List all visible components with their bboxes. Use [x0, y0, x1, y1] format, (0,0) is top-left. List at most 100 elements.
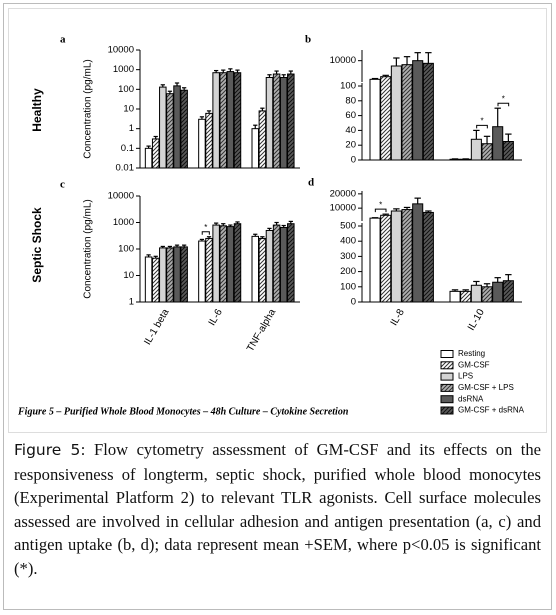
y-tick-label: 10000: [108, 45, 134, 56]
bar: [151, 138, 160, 169]
bar: [258, 237, 267, 303]
significance-mark: *: [502, 94, 505, 103]
bar: [159, 86, 167, 169]
y-tick-label: 500: [340, 221, 356, 232]
y-tick-label: 20000: [330, 188, 356, 199]
bar: [212, 224, 220, 303]
bar: [470, 284, 482, 303]
legend-swatch: [440, 350, 454, 358]
bar: [401, 209, 413, 303]
bar: [369, 217, 381, 303]
y-tick-label: 1: [129, 123, 134, 134]
bar: [380, 214, 392, 303]
legend-label: Resting: [458, 349, 485, 358]
bar: [422, 62, 434, 161]
row-label: Septic Shock: [30, 207, 44, 283]
bar: [481, 143, 493, 161]
y-tick-label: 10: [123, 270, 134, 281]
bar: [233, 223, 242, 303]
significance-bracket: [476, 124, 488, 129]
bar: [251, 235, 260, 303]
bar: [502, 280, 514, 303]
legend-label: LPS: [458, 372, 473, 381]
bar: [166, 247, 174, 303]
bar: [449, 290, 461, 303]
y-tick-label: 0: [351, 155, 356, 166]
y-axis-label: Concentration (pg/mL): [83, 59, 94, 159]
y-tick-label: 100: [118, 84, 134, 95]
y-axis-label: Concentration (pg/mL): [83, 199, 94, 299]
caption-label: Figure 5:: [14, 441, 86, 459]
significance-bracket: [374, 208, 387, 213]
bar: [265, 76, 274, 169]
significance-mark: *: [379, 200, 382, 209]
legend-label: dsRNA: [458, 394, 484, 403]
bar: [412, 203, 424, 303]
bar: [198, 118, 206, 169]
y-tick-label: 1: [129, 297, 134, 308]
panel-label: c: [60, 179, 65, 191]
bar: [287, 73, 295, 169]
bar: [460, 290, 472, 303]
bar: [470, 138, 482, 161]
y-tick-label: 100: [340, 281, 356, 292]
legend-swatch: [440, 383, 454, 392]
bar: [198, 240, 206, 303]
bar: [226, 226, 235, 303]
legend-swatch: [440, 372, 454, 381]
bar: [401, 64, 413, 161]
y-tick-label: 10000: [108, 191, 134, 202]
figure-frame: [8, 8, 547, 433]
y-tick-label: 10000: [330, 55, 356, 66]
y-tick-label: 100: [118, 244, 134, 255]
bar: [449, 158, 461, 161]
bar: [205, 237, 213, 303]
bar: [272, 224, 281, 303]
bar: [272, 73, 281, 169]
bar: [144, 256, 153, 303]
bar: [159, 247, 167, 303]
legend-label: GM-CSF + LPS: [458, 383, 514, 392]
y-tick-label: 60: [345, 110, 356, 121]
y-tick-label: 0.01: [116, 163, 135, 174]
bar: [212, 72, 220, 169]
bar: [219, 225, 228, 303]
y-tick-label: 1000: [113, 217, 134, 228]
y-tick-label: 300: [340, 251, 356, 262]
bar: [144, 147, 153, 169]
bar: [173, 85, 181, 169]
bar: [219, 72, 228, 169]
bar: [492, 126, 504, 161]
y-tick-label: 20: [345, 140, 356, 151]
bar: [279, 226, 288, 303]
bar: [412, 60, 424, 161]
bar: [258, 110, 267, 169]
bar: [481, 286, 493, 303]
bar: [166, 93, 174, 169]
bar: [422, 211, 434, 303]
significance-mark: *: [204, 223, 207, 232]
x-tick-label: IL-6: [207, 307, 225, 328]
y-tick-label: 1000: [113, 64, 134, 75]
panel-label: d: [308, 177, 314, 189]
panel-label: a: [60, 34, 66, 46]
legend-swatch: [440, 406, 454, 415]
caption: Figure 5: Flow cytometry assessment of G…: [14, 438, 541, 581]
bar: [180, 246, 188, 303]
y-tick-label: 0: [351, 297, 356, 308]
significance-mark: *: [480, 117, 483, 126]
significance-bracket: [497, 102, 510, 107]
legend-swatch: [440, 361, 454, 370]
significance-bracket: [201, 231, 210, 235]
bar: [460, 158, 472, 161]
axis-break: [357, 221, 363, 223]
x-tick-label: TNF-alpha: [245, 307, 278, 354]
row-label: Healthy: [30, 88, 44, 132]
bar: [205, 112, 213, 169]
y-tick-label: 10000: [330, 203, 356, 214]
y-tick-label: 100: [340, 81, 356, 92]
bar: [492, 281, 504, 303]
bar: [180, 89, 188, 169]
x-tick-label: IL-10: [466, 307, 487, 333]
bar: [380, 76, 392, 161]
